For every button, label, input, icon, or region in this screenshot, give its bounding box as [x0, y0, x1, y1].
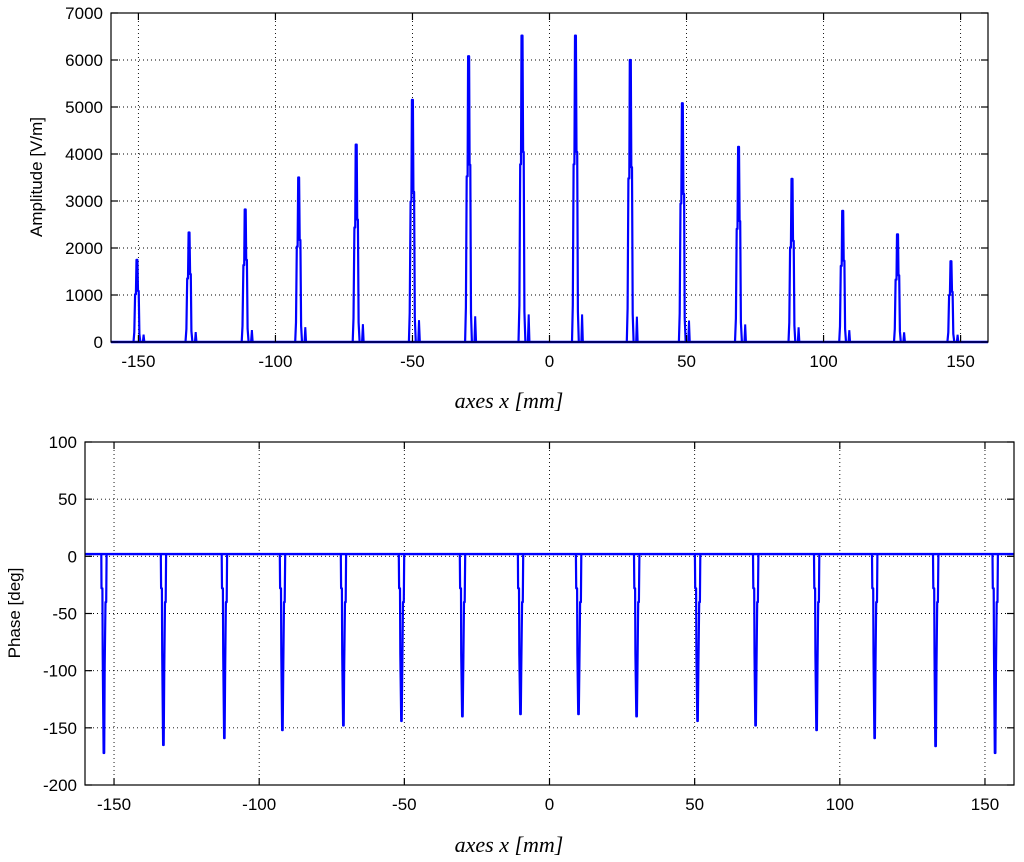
phase-y-tick-label: -200 [43, 776, 77, 795]
phase-y-axis-label: Phase [deg] [5, 568, 24, 659]
phase-dip [693, 553, 702, 723]
phase-dip [574, 553, 583, 716]
phase-dip [159, 553, 168, 747]
phase-dip [516, 553, 525, 716]
amplitude-peak [570, 34, 580, 343]
amplitude-peak [946, 260, 956, 343]
phase-plot: -150 -100 -50 0 50 100 150 -200 -150 -100 -50 0 50 10… [5, 433, 1015, 857]
phase-dip [458, 553, 467, 718]
phase-x-tick-label: -150 [97, 795, 131, 814]
phase-x-tick-label: 150 [971, 795, 999, 814]
phase-y-tick-label: -150 [43, 719, 77, 738]
amplitude-side-blip [526, 314, 531, 343]
amplitude-side-blip [141, 334, 146, 343]
amplitude-y-tick-label: 6000 [65, 51, 103, 70]
amplitude-side-blip [955, 334, 960, 343]
amplitude-peak [733, 145, 743, 343]
amplitude-peak [625, 58, 635, 343]
amplitude-peak [787, 177, 797, 343]
phase-y-tick-label: 50 [58, 490, 77, 509]
phase-dip [339, 553, 348, 727]
phase-dip [100, 553, 108, 755]
amplitude-peak [240, 208, 250, 343]
amplitude-side-blip [687, 320, 691, 343]
amplitude-peak [517, 34, 527, 343]
amplitude-x-tick-label: -50 [400, 352, 425, 371]
amplitude-peak [294, 176, 304, 343]
phase-x-axis-label: axes x [mm] [455, 832, 564, 857]
phase-dip [870, 553, 879, 740]
amplitude-side-blip [250, 330, 254, 343]
amplitude-peak [407, 98, 417, 343]
amplitude-peak [838, 209, 848, 343]
amplitude-side-blip [902, 332, 906, 343]
amplitude-y-tick-label: 2000 [65, 239, 103, 258]
amplitude-y-tick-label: 5000 [65, 98, 103, 117]
phase-dip [397, 553, 406, 723]
phase-x-tick-label: 50 [685, 795, 704, 814]
amplitude-peak [464, 55, 473, 343]
phase-dip [812, 553, 821, 732]
phase-x-tick-label: -100 [242, 795, 276, 814]
phase-dip [220, 553, 229, 740]
amplitude-x-tick-label: -100 [258, 352, 292, 371]
amplitude-y-tick-label: 3000 [65, 192, 103, 211]
amplitude-x-tick-label: 150 [946, 352, 974, 371]
phase-dip [991, 553, 999, 755]
amplitude-y-axis-label: Amplitude [V/m] [27, 117, 46, 237]
phase-y-tick-label: -50 [52, 605, 77, 624]
phase-y-tick-label: 0 [68, 547, 77, 566]
phase-dip [632, 553, 641, 718]
amplitude-y-tick-label: 7000 [65, 4, 103, 23]
phase-dip [751, 553, 760, 727]
amplitude-peak [132, 258, 142, 343]
amplitude-side-blip [743, 324, 747, 343]
amplitude-side-blip [303, 327, 308, 343]
amplitude-side-blip [193, 332, 198, 343]
phase-y-tick-label: -100 [43, 662, 77, 681]
phase-dip [931, 553, 940, 748]
amplitude-x-axis-label: axes x [mm] [455, 388, 564, 413]
amplitude-y-tick-label: 4000 [65, 145, 103, 164]
amplitude-side-blip [847, 330, 852, 343]
amplitude-x-tick-label: 50 [677, 352, 696, 371]
amplitude-peak [351, 143, 361, 343]
amplitude-x-tick-label: 0 [545, 352, 554, 371]
phase-x-tick-label: 100 [826, 795, 854, 814]
amplitude-peak [892, 233, 902, 343]
amplitude-peak [184, 231, 194, 343]
amplitude-y-tick-label: 1000 [65, 286, 103, 305]
phase-x-tick-label: 0 [545, 795, 554, 814]
phase-x-tick-label: -50 [392, 795, 417, 814]
phase-y-tick-label: 100 [49, 433, 77, 452]
amplitude-side-blip [580, 314, 584, 343]
amplitude-x-tick-label: 100 [809, 352, 837, 371]
amplitude-side-blip [473, 316, 478, 343]
phase-dip [278, 553, 287, 732]
amplitude-y-tick-label: 0 [94, 333, 103, 352]
amplitude-x-tick-label: -150 [121, 352, 155, 371]
amplitude-side-blip [361, 324, 365, 343]
amplitude-peak [677, 102, 687, 343]
amplitude-side-blip [635, 316, 639, 343]
amplitude-side-blip [417, 320, 421, 343]
amplitude-plot: -150 -100 -50 0 50 100 150 0 1000 2000 3000 4000 500… [27, 4, 989, 413]
amplitude-side-blip [796, 327, 801, 343]
